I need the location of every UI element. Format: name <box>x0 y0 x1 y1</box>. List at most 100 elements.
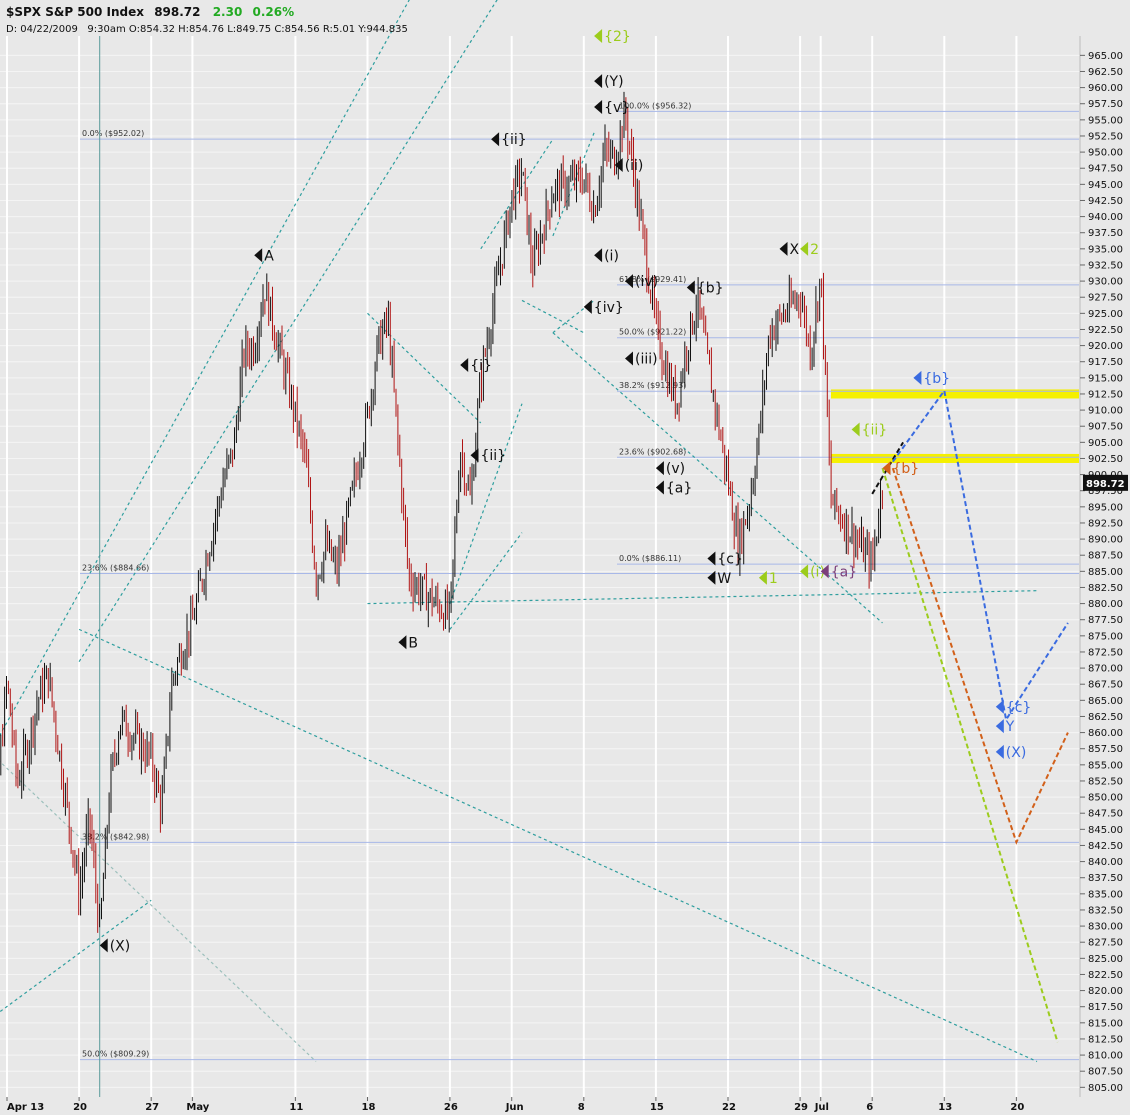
wave-label: {c} <box>1006 700 1032 716</box>
y-tick-label: 912.50 <box>1088 389 1123 400</box>
x-tick-label: 27 <box>145 1102 159 1113</box>
wave-label: {ii} <box>862 422 888 438</box>
y-tick-label: 905.00 <box>1088 438 1123 449</box>
wave-marker-arrow <box>594 74 603 89</box>
trendline-layer <box>0 0 1038 1097</box>
x-tick-label: Jun <box>505 1102 524 1113</box>
last-price-badge-bg <box>1083 474 1128 491</box>
y-axis-panel <box>1080 0 1130 1115</box>
y-tick-label: 925.00 <box>1088 309 1123 320</box>
wave-marker-arrow <box>707 570 716 585</box>
y-tick-label: 895.00 <box>1088 502 1123 513</box>
projection-path <box>881 467 1059 1043</box>
trendline <box>480 138 554 250</box>
wave-label: 1 <box>769 571 778 587</box>
y-tick-label: 820.00 <box>1088 986 1123 997</box>
y-tick-label: 942.50 <box>1088 196 1123 207</box>
last-price-badge-text: 898.72 <box>1086 479 1125 490</box>
x-tick-label: 22 <box>722 1102 736 1113</box>
y-tick-label: 965.00 <box>1088 51 1123 62</box>
y-tick-label: 815.00 <box>1088 1018 1123 1029</box>
y-tick-label: 857.50 <box>1088 744 1123 755</box>
x-tick-label: 26 <box>444 1102 458 1113</box>
y-tick-label: 810.00 <box>1088 1051 1123 1062</box>
x-tick-label: 18 <box>362 1102 376 1113</box>
fib-label: 23.6% ($884.66) <box>82 564 149 573</box>
trendline <box>552 332 883 624</box>
y-tick-label: 935.00 <box>1088 244 1123 255</box>
y-tick-label: 887.50 <box>1088 551 1123 562</box>
wave-label: (i) <box>810 564 825 580</box>
wave-label: {2} <box>604 29 631 45</box>
header-symbol: $SPX S&P 500 Index <box>6 5 144 19</box>
wave-marker-arrow <box>594 99 603 114</box>
y-tick-label: 927.50 <box>1088 293 1123 304</box>
y-tick-label: 897.50 <box>1088 486 1123 497</box>
wave-label: {a} <box>831 564 857 580</box>
y-tick-label: 937.50 <box>1088 228 1123 239</box>
y-tick-label: 947.50 <box>1088 164 1123 175</box>
y-tick-label: 892.50 <box>1088 518 1123 529</box>
wave-marker-arrow <box>655 461 664 476</box>
fib-label: 100.0% ($956.32) <box>619 101 691 110</box>
y-tick-label: 907.50 <box>1088 422 1123 433</box>
y-tick-label: 840.00 <box>1088 857 1123 868</box>
x-tick-label: 13 <box>938 1102 952 1113</box>
y-tick-label: 852.50 <box>1088 776 1123 787</box>
x-tick-label: 20 <box>73 1102 87 1113</box>
y-tick-label: 915.00 <box>1088 373 1123 384</box>
wave-marker-arrow <box>470 448 479 463</box>
y-tick-label: 847.50 <box>1088 809 1123 820</box>
projection-path <box>891 467 1069 845</box>
y-tick-label: 872.50 <box>1088 647 1123 658</box>
trendline <box>552 132 595 237</box>
wave-marker-arrow <box>707 551 716 566</box>
y-tick-label: 842.50 <box>1088 841 1123 852</box>
y-tick-label: 827.50 <box>1088 938 1123 949</box>
wave-label: 2 <box>810 242 819 258</box>
y-tick-label: 917.50 <box>1088 357 1123 368</box>
y-tick-label: 910.00 <box>1088 406 1123 417</box>
projection-path <box>871 441 904 495</box>
trendline <box>367 590 1038 605</box>
wave-label-layer: A B {i} {ii} {ii} {2} (Y) {v} (ii) (i) (iv) {iv} (ii… <box>99 29 1032 954</box>
y-tick-label: 957.50 <box>1088 99 1123 110</box>
wave-label: {b} <box>923 371 950 387</box>
wave-label: {v} <box>604 100 630 116</box>
wave-marker-arrow <box>758 570 767 585</box>
trendline <box>78 628 1038 1063</box>
trendline <box>0 760 317 1062</box>
wave-label: W <box>717 571 731 587</box>
x-tick-label: 8 <box>578 1102 585 1113</box>
wave-marker-arrow <box>460 357 469 372</box>
header-ohlc-line: D: 04/22/2009 9:30am O:854.32 H:854.76 L… <box>6 24 408 35</box>
x-tick-label: 15 <box>650 1102 664 1113</box>
wave-marker-arrow <box>995 744 1004 759</box>
wave-label: (i) <box>604 248 619 264</box>
y-tick-label: 930.00 <box>1088 277 1123 288</box>
fibonacci-layer: 0.0% ($952.02) 23.6% ($884.66) 38.2% ($842… <box>80 101 1079 1061</box>
y-tick-label: 885.00 <box>1088 567 1123 578</box>
x-tick-label: 11 <box>289 1102 303 1113</box>
y-tick-label: 817.50 <box>1088 1002 1123 1013</box>
svg-text:$SPX S&P 500 Index 898: $SPX S&P 500 Index 898.72 2.30 0.26% <box>6 5 294 19</box>
wave-label: (X) <box>110 938 131 954</box>
projection-layer <box>871 388 1069 1043</box>
y-tick-label: 855.00 <box>1088 760 1123 771</box>
wave-label: (X) <box>1006 745 1027 761</box>
wave-label: A <box>264 248 274 264</box>
y-tick-label: 932.50 <box>1088 260 1123 271</box>
wave-marker-arrow <box>882 461 891 476</box>
wave-label: (Y) <box>604 74 623 90</box>
y-tick-label: 837.50 <box>1088 873 1123 884</box>
y-tick-label: 807.50 <box>1088 1067 1123 1078</box>
wave-marker-arrow <box>614 157 623 172</box>
y-tick-label: 835.00 <box>1088 889 1123 900</box>
y-tick-label: 877.50 <box>1088 615 1123 626</box>
wave-label: (iii) <box>635 351 658 367</box>
wave-marker-arrow <box>594 248 603 263</box>
wave-label: B <box>408 635 418 651</box>
wave-marker-arrow <box>594 29 603 43</box>
